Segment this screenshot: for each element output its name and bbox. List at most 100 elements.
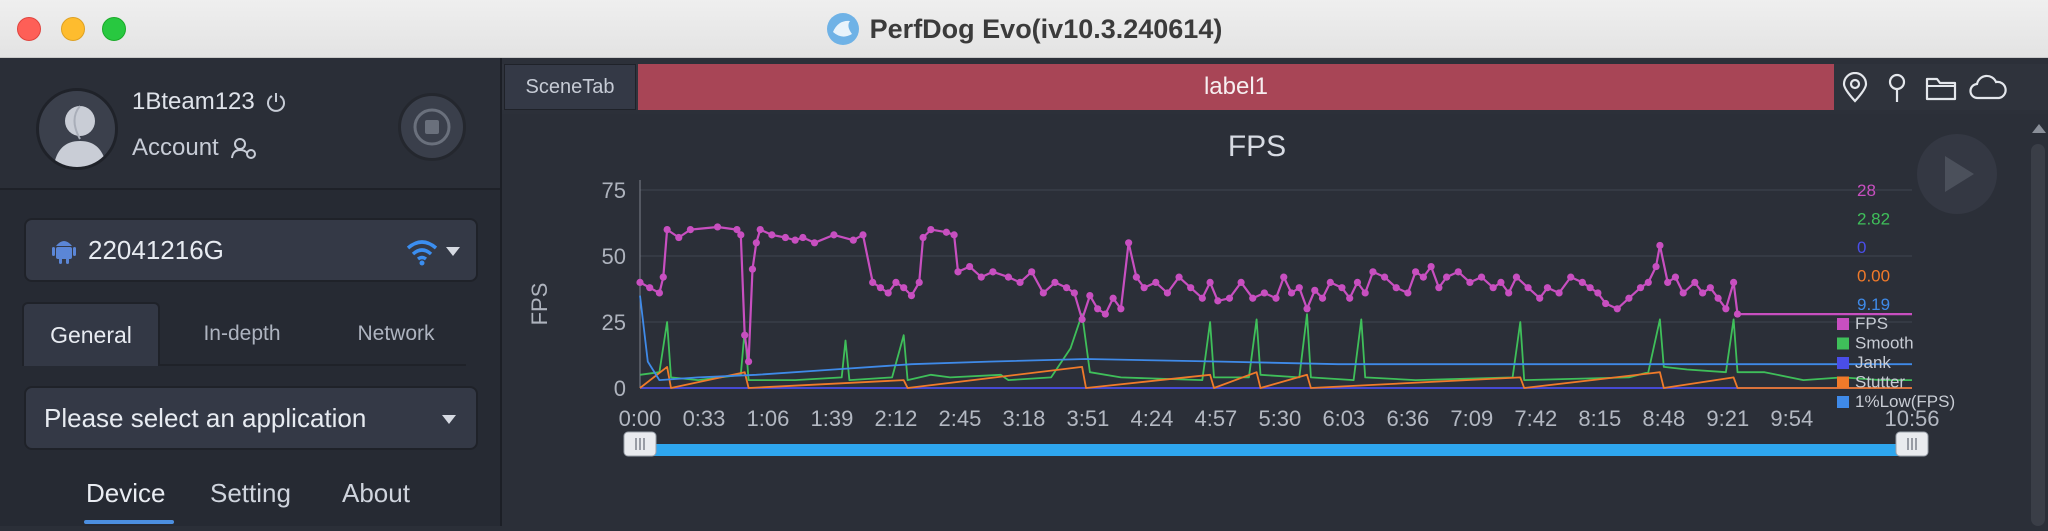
- fps-point: [1671, 273, 1680, 281]
- fps-point: [1706, 284, 1714, 292]
- x-tick-label: 0:33: [683, 406, 726, 431]
- cloud-icon[interactable]: [1968, 72, 2008, 104]
- play-icon: [1945, 156, 1974, 192]
- fps-point: [1163, 289, 1172, 297]
- fps-point: [744, 358, 753, 366]
- fps-point: [1512, 273, 1521, 281]
- fps-point: [1326, 278, 1334, 286]
- fps-point: [1353, 278, 1362, 286]
- fps-point: [919, 233, 927, 242]
- nav-about[interactable]: About: [342, 478, 410, 508]
- fps-point: [1427, 262, 1435, 271]
- wifi-icon: [406, 240, 438, 266]
- fps-point: [1062, 284, 1071, 292]
- pin-icon[interactable]: [1880, 72, 1914, 104]
- active-label-tab[interactable]: label1: [638, 64, 1834, 110]
- fps-point: [1237, 278, 1245, 286]
- window-title-group: PerfDog Evo(iv10.3.240614): [0, 0, 2048, 58]
- fps-point: [1404, 289, 1412, 297]
- fps-point: [1125, 239, 1133, 247]
- fps-point: [1679, 289, 1687, 297]
- user-silhouette-icon: [53, 105, 107, 167]
- fps-point: [989, 268, 997, 276]
- fps-point: [1536, 294, 1544, 302]
- scrollbar-thumb[interactable]: [2031, 144, 2045, 526]
- close-window-button[interactable]: [17, 17, 41, 41]
- y-tick-label: 75: [602, 178, 626, 203]
- time-range-slider[interactable]: [623, 431, 1929, 457]
- fps-point: [1101, 310, 1109, 318]
- fps-point: [892, 278, 900, 286]
- folder-icon[interactable]: [1924, 72, 1958, 104]
- fps-point: [1497, 278, 1505, 286]
- legend-label: FPS: [1855, 314, 1888, 333]
- chart-x-ticks: 0:00 0:33 1:06 1:39 2:12 2:45 3:18 3:51 4:24 4:57…: [619, 406, 1940, 431]
- y-tick-label: 0: [614, 376, 626, 401]
- fps-point: [1338, 284, 1346, 292]
- fps-point: [1249, 294, 1257, 302]
- tab-in-depth[interactable]: In-depth: [203, 322, 281, 345]
- fps-point: [1132, 273, 1140, 281]
- chart-y-axis-label: FPS: [527, 283, 552, 326]
- title-bar: PerfDog Evo(iv10.3.240614): [0, 0, 2048, 58]
- fps-point: [1477, 273, 1486, 281]
- tab-general[interactable]: General: [22, 302, 160, 366]
- legend-swatch: [1837, 376, 1849, 389]
- fps-point: [927, 226, 935, 234]
- fps-point: [781, 233, 790, 242]
- zoom-window-button[interactable]: [102, 17, 126, 41]
- location-icon[interactable]: [1838, 72, 1872, 104]
- avatar[interactable]: [36, 88, 118, 170]
- sidebar-tabs: General In-depth Network: [22, 302, 466, 366]
- fps-point: [966, 262, 974, 271]
- tab-network[interactable]: Network: [357, 322, 435, 345]
- fps-point: [1086, 292, 1094, 300]
- application-select[interactable]: Please select an application: [24, 386, 478, 450]
- fps-point: [1311, 286, 1319, 294]
- fps-point: [1636, 284, 1645, 292]
- scroll-up-icon[interactable]: [2032, 124, 2046, 133]
- fps-point: [1594, 289, 1602, 297]
- x-tick-label: 7:42: [1514, 406, 1557, 431]
- fps-point: [1555, 289, 1563, 297]
- x-tick-label: 1:06: [747, 406, 790, 431]
- stop-button[interactable]: [398, 93, 466, 161]
- fps-point: [1214, 297, 1222, 305]
- play-button[interactable]: [1917, 134, 1997, 214]
- legend-swatch: [1837, 337, 1849, 350]
- scene-tab-bar: SceneTab label1: [502, 64, 2048, 110]
- fps-chart[interactable]: FPS FPS 0 25 50 75 0:00 0:33 1:06 1:39 2:12 2:45…: [502, 114, 2028, 526]
- fps-point: [1412, 268, 1420, 276]
- x-tick-label: 9:21: [1706, 406, 1749, 431]
- fps-point: [1443, 273, 1451, 281]
- power-icon[interactable]: [265, 91, 287, 113]
- x-tick-label: 0:00: [619, 406, 662, 431]
- y-tick-label: 50: [602, 244, 626, 269]
- fps-point: [907, 292, 916, 300]
- nav-device[interactable]: Device: [86, 478, 166, 508]
- scene-tab-button[interactable]: SceneTab: [504, 64, 636, 110]
- fps-point: [1187, 284, 1195, 292]
- fps-point: [1016, 278, 1024, 286]
- chart-current-values: 28 2.82 0 0.00 9.19: [1857, 181, 1890, 314]
- username-row: 1Bteam123: [132, 88, 287, 116]
- fps-point: [1369, 268, 1377, 276]
- legend-swatch: [1837, 357, 1849, 369]
- legend-label: 1%Low(FPS): [1855, 392, 1955, 411]
- chart-title: FPS: [1228, 130, 1286, 163]
- fps-point: [1730, 278, 1738, 286]
- fps-point: [810, 239, 819, 247]
- fps-point: [1392, 284, 1400, 292]
- device-selector[interactable]: 22041216G: [24, 218, 478, 282]
- fps-point: [1664, 278, 1672, 286]
- account-label: Account: [132, 134, 219, 161]
- fps-point: [646, 284, 654, 292]
- x-tick-label: 2:45: [939, 406, 982, 431]
- minimize-window-button[interactable]: [61, 17, 85, 41]
- nav-setting[interactable]: Setting: [210, 478, 291, 508]
- vertical-scrollbar[interactable]: [2028, 114, 2048, 526]
- fps-point: [713, 223, 722, 231]
- account-row[interactable]: Account: [132, 134, 257, 162]
- fps-point: [1733, 310, 1742, 318]
- x-tick-label: 8:15: [1578, 406, 1621, 431]
